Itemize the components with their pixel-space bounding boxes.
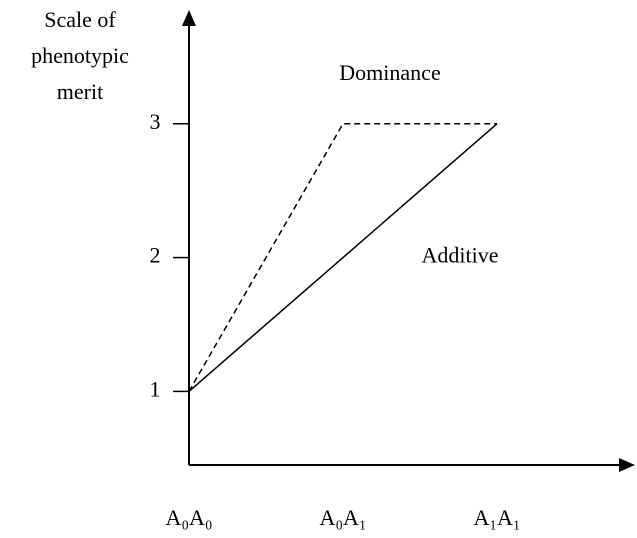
x-tick-label: A₀A₀ [165, 505, 212, 530]
series-label: Dominance [339, 60, 440, 85]
y-axis-label: Scale of phenotypic merit [31, 7, 129, 104]
y-tick-label: 2 [150, 243, 161, 268]
x-axis-arrow [619, 458, 635, 472]
x-tick-label: A₁A₁ [473, 505, 520, 530]
y-tick-label: 1 [150, 376, 161, 401]
series-label: Additive [422, 243, 499, 268]
series-line [188, 123, 498, 392]
y-tick-label: 3 [150, 109, 161, 134]
x-tick-label: A₀A₁ [319, 505, 366, 530]
series-line [188, 123, 497, 392]
y-axis-arrow [182, 10, 196, 26]
